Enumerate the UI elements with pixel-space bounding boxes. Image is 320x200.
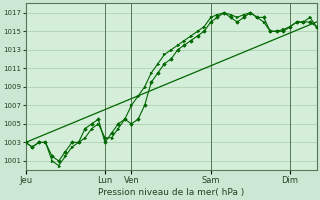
X-axis label: Pression niveau de la mer( hPa ): Pression niveau de la mer( hPa ): [98, 188, 244, 197]
